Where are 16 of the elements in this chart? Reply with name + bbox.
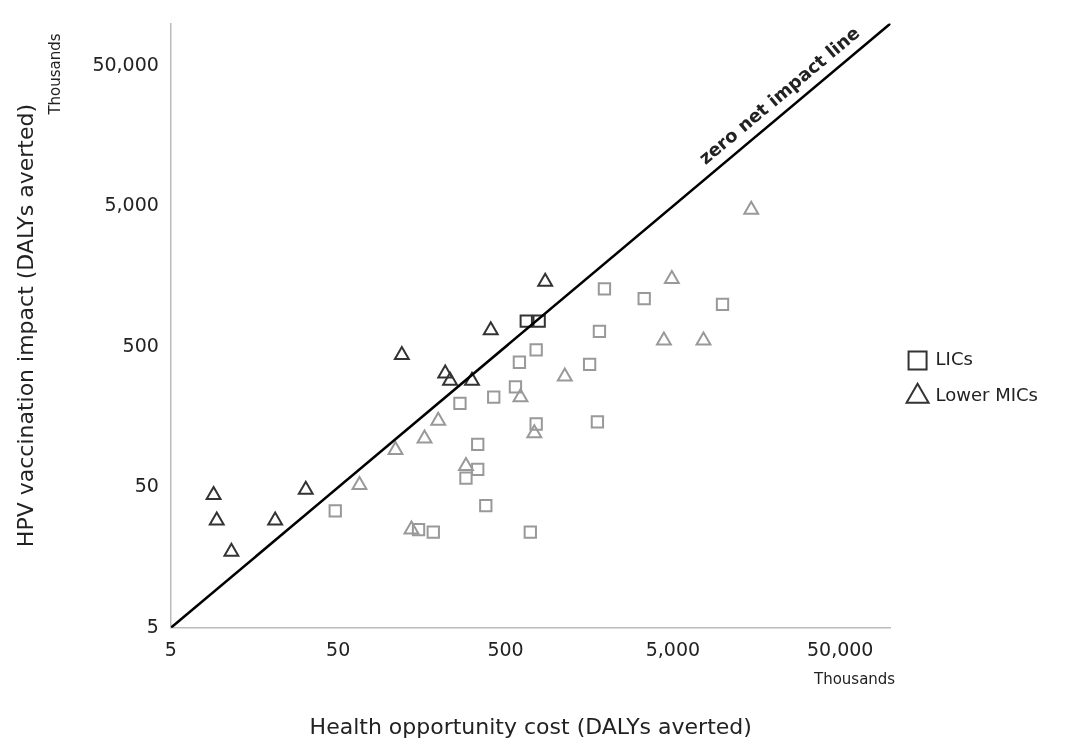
y-tick-label: 50 (134, 474, 159, 497)
x-tick-label: 50 (326, 638, 351, 661)
x-tick-label: 500 (487, 638, 524, 661)
x-tick-label: 5,000 (645, 638, 701, 661)
y-tick-label: 5 (146, 614, 159, 637)
y-axis-title: HPV vaccination impact (DALYs averted) (12, 104, 38, 548)
x-axis-title: Health opportunity cost (DALYs averted) (309, 713, 752, 739)
text: Thousands (812, 670, 896, 689)
legend-label: Lower MICs (935, 384, 1039, 406)
legend-label: LICs (935, 348, 973, 370)
y-tick-label: 5,000 (104, 193, 159, 216)
text: Thousands (45, 33, 64, 116)
y-tick-label: 50,000 (92, 52, 159, 75)
y-tick-label: 500 (122, 333, 159, 356)
x-tick-label: 5 (164, 638, 177, 661)
x-tick-label: 50,000 (806, 638, 874, 661)
